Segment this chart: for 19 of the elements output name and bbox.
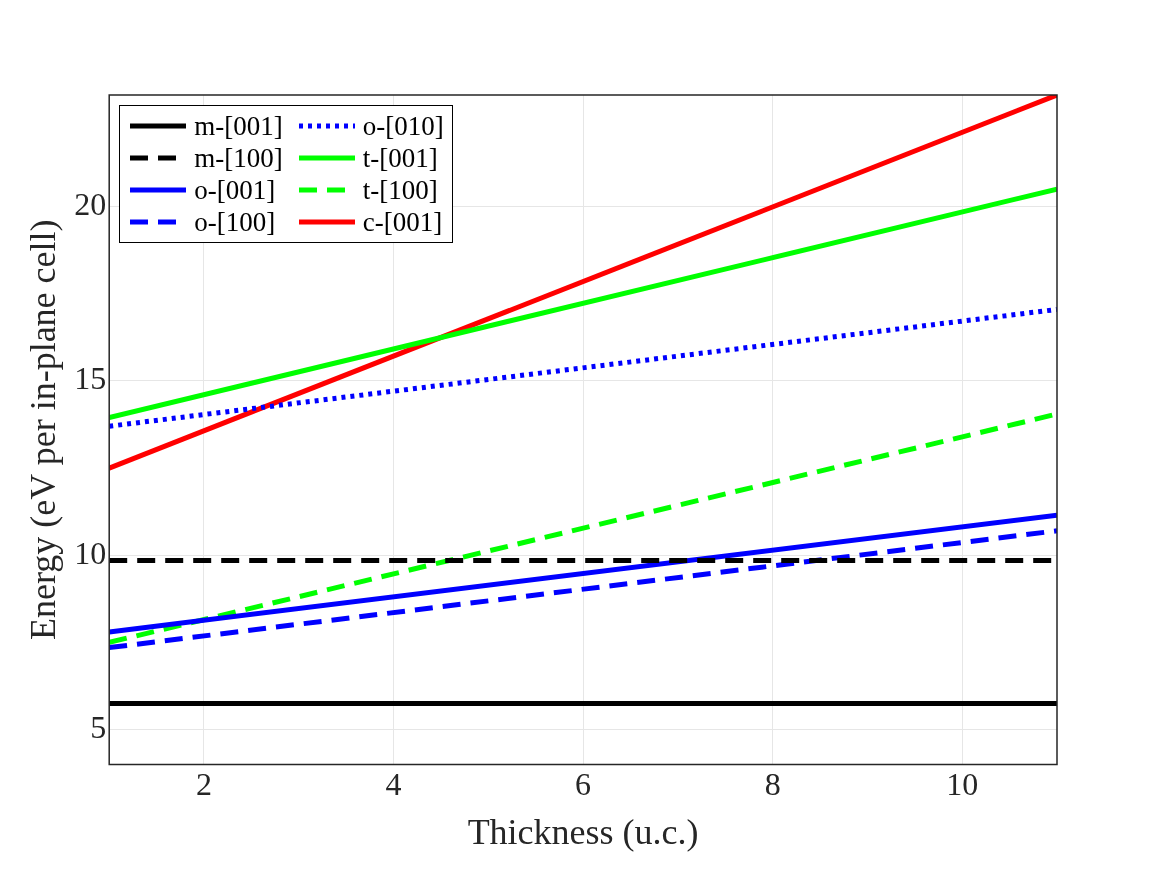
x-tick-label: 2 xyxy=(195,766,212,803)
y-tick-label: 20 xyxy=(74,185,107,222)
legend-label: o-[100] xyxy=(194,206,276,238)
x-tick-label: 4 xyxy=(385,766,402,803)
y-tick-label: 15 xyxy=(74,360,107,397)
legend-label: o-[001] xyxy=(194,174,276,206)
y-tick-label: 10 xyxy=(74,534,107,571)
y-tick-label: 5 xyxy=(90,708,107,745)
legend-label: m-[100] xyxy=(194,142,283,174)
x-tick-label: 8 xyxy=(764,766,781,803)
x-tick-label: 10 xyxy=(946,766,979,803)
legend-label: m-[001] xyxy=(194,110,283,142)
legend-label: t-[001] xyxy=(362,142,438,174)
legend-label: c-[001] xyxy=(362,206,443,238)
x-tick-label: 6 xyxy=(575,766,592,803)
x-axis-title: Thickness (u.c.) xyxy=(467,811,699,852)
legend-label: t-[100] xyxy=(362,174,438,206)
legend-label: o-[010] xyxy=(362,110,444,142)
y-axis-title: Energy (eV per in-plane cell) xyxy=(23,219,64,640)
